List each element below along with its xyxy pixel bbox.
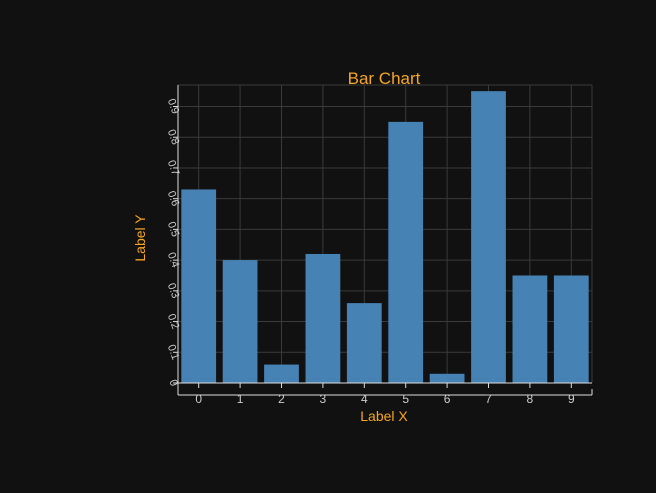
- x-tick-label: 4: [361, 392, 368, 406]
- x-tick-label: 5: [402, 392, 409, 406]
- y-tick-label: 0.6: [165, 189, 182, 207]
- y-tick-label: 0: [166, 378, 179, 388]
- x-tick-label: 1: [237, 392, 244, 406]
- bars: [181, 91, 589, 384]
- bar-6: [429, 373, 465, 383]
- y-axis-label: Label Y: [132, 214, 148, 262]
- chart-title: Bar Chart: [348, 69, 421, 88]
- y-tick-label: 0.9: [165, 97, 182, 115]
- x-tick-label: 0: [195, 392, 202, 406]
- bar-0: [181, 189, 217, 383]
- x-tick-label: 9: [568, 392, 575, 406]
- x-tick-label: 3: [320, 392, 327, 406]
- y-tick-label: 0.8: [165, 128, 182, 146]
- bar-2: [264, 364, 299, 383]
- grid-lines: [178, 84, 593, 384]
- y-tick-label: 0.3: [165, 282, 182, 300]
- bar-4: [346, 303, 382, 383]
- x-tick-label: 2: [278, 392, 285, 406]
- bar-5: [388, 121, 424, 384]
- y-tick-label: 0.4: [165, 251, 182, 269]
- y-tick-label: 0.1: [165, 343, 182, 361]
- y-tick-label: 0.2: [165, 312, 182, 330]
- bar-9: [553, 275, 589, 383]
- y-tick-label: 0.5: [165, 220, 182, 238]
- bar-3: [305, 253, 341, 383]
- y-tick-label: 0.7: [165, 159, 182, 177]
- bar-7: [471, 91, 506, 383]
- x-tick-label: 6: [444, 392, 451, 406]
- bar-8: [512, 275, 548, 383]
- x-axis-label: Label X: [360, 408, 408, 424]
- axes: [173, 85, 593, 396]
- x-tick-label: 8: [527, 392, 534, 406]
- x-tick-label: 7: [485, 392, 492, 406]
- x-tick-labels: 0 1 2 3 4 5 6 7 8 9: [195, 392, 575, 406]
- bar-1: [222, 260, 258, 383]
- y-tick-labels: 0 0.1 0.2 0.3 0.4 0.5 0.6 0.7 0.8 0.9: [165, 97, 182, 388]
